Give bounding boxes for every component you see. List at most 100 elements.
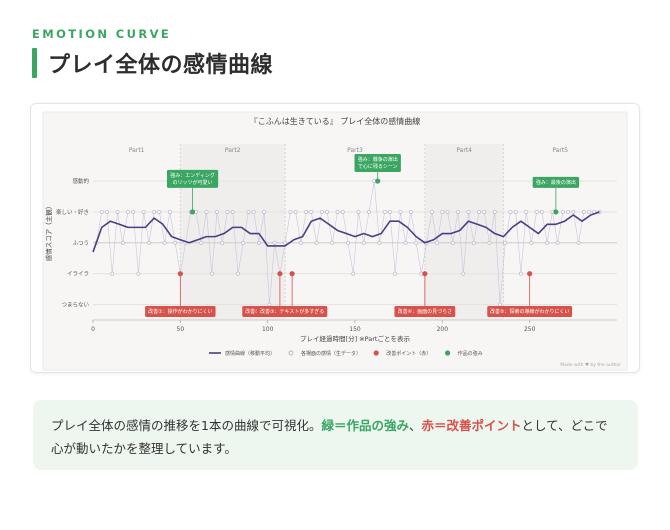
raw-data-point (325, 209, 330, 214)
raw-data-point (319, 209, 324, 214)
raw-data-point (356, 209, 361, 214)
raw-data-point (466, 209, 471, 214)
raw-data-point (461, 271, 466, 276)
issue-marker (527, 271, 533, 277)
note-green-highlight: 緑＝作品の強み (321, 418, 409, 433)
raw-data-point (146, 240, 151, 245)
raw-data-point (246, 209, 251, 214)
raw-data-point (435, 240, 440, 245)
x-tick-label: 50 (177, 326, 185, 333)
raw-data-point (477, 209, 481, 214)
issue-label-box (256, 306, 328, 317)
raw-data-point (105, 209, 109, 214)
raw-data-point (361, 240, 366, 245)
part-label: Part3 (347, 147, 363, 154)
part-label: Part5 (552, 147, 568, 154)
raw-data-point (351, 271, 356, 276)
chart-title: 『こふんは生きている』 プレイ全体の感情曲線 (250, 116, 421, 126)
legend-swatch-raw (288, 350, 294, 356)
raw-data-point (560, 209, 565, 214)
raw-data-point (487, 240, 492, 245)
strength-label: 強み：最後の演出 (536, 179, 576, 186)
raw-data-point (393, 271, 398, 276)
raw-data-point (167, 209, 172, 214)
raw-data-point (251, 209, 256, 214)
issue-marker (277, 271, 283, 277)
raw-data-point (256, 240, 261, 245)
raw-data-point (482, 209, 487, 214)
raw-data-point (429, 209, 434, 214)
raw-data-point (471, 240, 476, 245)
raw-data-point (414, 240, 419, 245)
raw-data-point (204, 209, 209, 214)
raw-data-point (136, 271, 141, 276)
issue-marker (422, 271, 428, 277)
strength-label-box (532, 176, 580, 188)
raw-data-point (492, 209, 497, 214)
section-header: プレイ全体の感情曲線 (32, 48, 273, 78)
note-text-2: として、どこで心が動いたかを整理しています。 (51, 418, 608, 456)
note-red-highlight: 赤＝改善ポイント (421, 418, 522, 433)
note-text-1: プレイ全体の感情の推移を1本の曲線で可視化。 (51, 418, 322, 433)
raw-data-point (576, 240, 581, 245)
strength-label-box (354, 154, 401, 172)
raw-data-point (387, 209, 392, 214)
raw-data-point (298, 240, 303, 245)
issue-label: 改善③：テキストが多すぎる (260, 308, 324, 315)
x-tick-label: 100 (262, 326, 274, 333)
raw-data-point (377, 240, 382, 245)
y-tick-label: イライラ (67, 271, 89, 278)
raw-data-point (125, 209, 130, 214)
chart-card: 『こふんは生きている』 プレイ全体の感情曲線 Part1 Part2 Part3 Par… (30, 103, 640, 373)
note-separator: 、 (408, 418, 422, 433)
raw-data-point (440, 209, 445, 214)
part-band (424, 144, 504, 320)
raw-data-point (304, 209, 309, 214)
strength-marker (189, 209, 196, 215)
raw-data-point (110, 271, 115, 276)
issue-label-box (487, 306, 573, 317)
raw-data-point (131, 209, 136, 214)
legend-label: 改善ポイント（赤） (386, 350, 431, 357)
raw-data-point (545, 240, 550, 245)
raw-data-point (330, 240, 335, 245)
summary-note: プレイ全体の感情の推移を1本の曲線で可視化。緑＝作品の強み、赤＝改善ポイントとし… (33, 400, 638, 470)
issue-label-box (394, 306, 456, 317)
raw-data-point (539, 209, 544, 214)
raw-data-point (173, 240, 178, 245)
raw-data-point (120, 240, 125, 245)
section-eyebrow: EMOTION CURVE (32, 27, 172, 41)
raw-data-point (293, 209, 298, 214)
y-tick-label: 感動的 (72, 177, 89, 185)
part-label: Part4 (456, 147, 472, 154)
credit-text: Made with ♥ by the author (560, 362, 621, 368)
raw-data-point (450, 240, 455, 245)
raw-data-point (534, 209, 539, 214)
raw-data-point (236, 271, 240, 276)
raw-data-point (152, 209, 157, 214)
x-tick-label: 250 (524, 326, 536, 333)
raw-data-point (346, 240, 350, 245)
raw-data-point (503, 240, 508, 245)
raw-data-point (566, 209, 571, 214)
raw-data-point (524, 209, 529, 214)
raw-data-point (513, 209, 518, 214)
issue-label-box (145, 306, 216, 317)
strength-label: 強み：エンディング (170, 172, 215, 179)
x-tick-label: 200 (437, 326, 449, 333)
raw-data-point (403, 240, 408, 245)
x-tick-label: 0 (91, 326, 95, 333)
issue-label: 改善⑤：探索の導線がわかりにくい (490, 308, 569, 315)
x-tick-label: 150 (349, 326, 361, 333)
strength-label: のリッツが可愛い (173, 179, 213, 186)
y-axis-label: 感情スコア（主観） (44, 203, 53, 262)
x-axis-label: プレイ経過時間[分] ※Partごとを表示 (300, 334, 410, 343)
raw-data-point (587, 209, 592, 214)
part-label: Part2 (225, 147, 241, 154)
raw-data-point (367, 209, 371, 214)
raw-data-point (225, 209, 230, 214)
raw-data-point (445, 209, 450, 214)
strength-label-box (166, 169, 219, 188)
raw-data-point (283, 240, 288, 245)
raw-data-point (456, 209, 461, 214)
